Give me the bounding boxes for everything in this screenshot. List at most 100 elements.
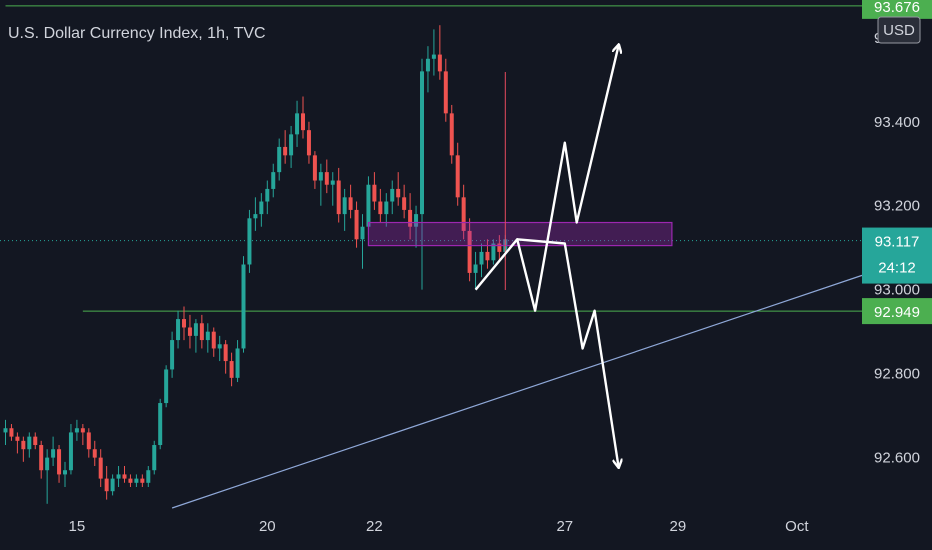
time-tick-label: 15 — [69, 518, 86, 535]
candle — [408, 193, 413, 240]
candle-body — [187, 327, 192, 336]
candle-body — [324, 172, 329, 185]
candle — [134, 474, 139, 488]
candle — [247, 209, 252, 273]
candle-body — [211, 331, 216, 349]
drawing-tools-layer — [367, 46, 673, 466]
candle-body — [485, 251, 490, 261]
candle — [86, 428, 91, 458]
time-tick-label: 20 — [259, 518, 276, 535]
candle — [211, 327, 216, 357]
candle-body — [259, 201, 264, 215]
price-tag-box — [862, 227, 932, 284]
candle-body — [497, 243, 502, 252]
price-tag[interactable]: 93.676 — [862, 0, 932, 19]
candle — [3, 419, 8, 446]
candle-body — [74, 428, 79, 433]
candle — [164, 365, 169, 408]
candle — [372, 172, 377, 210]
candle-body — [378, 201, 383, 215]
candle-body — [443, 71, 448, 114]
candle-body — [390, 188, 395, 202]
candle — [390, 180, 395, 215]
candle — [301, 96, 305, 139]
candle-body — [455, 155, 460, 198]
price-tag[interactable]: 92.949 — [862, 298, 932, 325]
candle — [57, 445, 62, 483]
price-tick-label: 93.000 — [874, 282, 920, 299]
candle — [271, 163, 276, 198]
candle-body — [170, 340, 175, 370]
candle-body — [491, 243, 496, 261]
price-tag-countdown: 24:12 — [878, 260, 916, 277]
chart-title: U.S. Dollar Currency Index, 1h, TVC — [8, 25, 266, 42]
candle-body — [122, 474, 127, 479]
candle-body — [479, 251, 484, 265]
projection-path-down[interactable] — [517, 238, 618, 466]
candle-body — [57, 449, 62, 475]
candle-body — [39, 445, 44, 471]
candle-body — [354, 209, 359, 240]
candle — [122, 466, 127, 483]
candle — [229, 352, 234, 387]
candle — [98, 449, 103, 488]
candle-body — [45, 457, 50, 471]
candle — [336, 167, 341, 223]
price-zone-rectangle[interactable] — [367, 221, 673, 247]
candle — [217, 335, 222, 362]
candle — [15, 432, 20, 454]
candle-body — [98, 457, 103, 479]
candle — [39, 440, 44, 479]
price-tag-label: 92.949 — [874, 304, 920, 321]
candle — [193, 319, 198, 353]
candle-body — [467, 230, 472, 273]
candle-body — [27, 436, 32, 450]
candle-body — [182, 319, 186, 328]
candle — [306, 121, 311, 164]
candle-body — [271, 172, 276, 189]
candle — [152, 440, 157, 475]
candle — [467, 218, 472, 282]
candle-body — [277, 146, 282, 173]
candle-body — [128, 478, 133, 483]
time-tick-label: Oct — [785, 518, 809, 535]
candles-layer — [3, 25, 508, 504]
candle-body — [295, 113, 300, 135]
price-tick-label: 93.400 — [874, 114, 920, 131]
candle — [241, 256, 246, 353]
candle — [449, 104, 454, 164]
projection-path-up[interactable] — [474, 46, 619, 312]
candle-body — [110, 478, 115, 492]
price-tick-label: 92.800 — [874, 366, 920, 383]
candle — [110, 474, 115, 496]
candle — [437, 25, 442, 80]
candle-body — [384, 201, 389, 215]
candle — [330, 172, 335, 206]
currency-badge[interactable]: USD — [877, 16, 921, 44]
price-tag[interactable]: 93.117 24:12 — [862, 227, 932, 284]
candle-body — [205, 331, 210, 341]
candle-body — [408, 209, 413, 227]
candle — [491, 239, 496, 265]
candle — [396, 172, 401, 206]
candle — [51, 436, 56, 467]
candle-body — [158, 403, 163, 446]
candle — [348, 184, 353, 219]
trendline[interactable] — [171, 274, 863, 509]
candle-body — [301, 113, 305, 131]
price-tag-box — [862, 0, 932, 19]
candle — [461, 184, 466, 240]
candle — [277, 138, 282, 181]
candle-body — [396, 188, 401, 198]
candle — [158, 398, 163, 450]
candle-body — [306, 130, 311, 156]
candle — [360, 214, 365, 269]
candle — [318, 163, 323, 206]
candle — [9, 424, 14, 441]
candle — [235, 340, 240, 383]
candle-body — [152, 445, 157, 471]
candle-body — [431, 54, 436, 59]
candle — [420, 58, 424, 290]
candle-body — [330, 180, 335, 185]
